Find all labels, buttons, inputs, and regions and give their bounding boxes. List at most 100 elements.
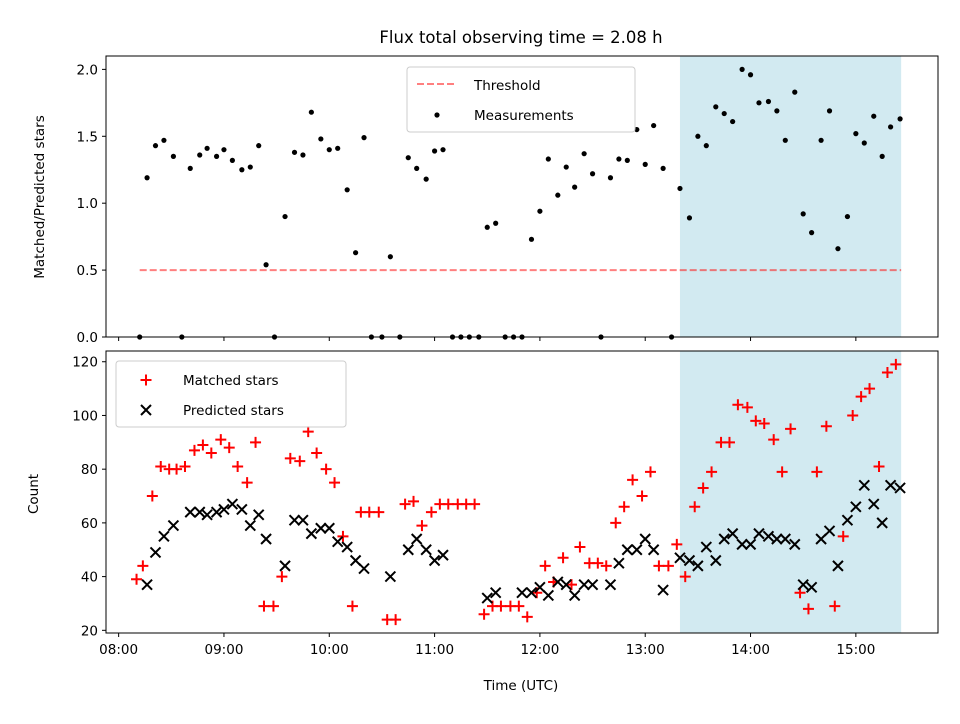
measurement-point — [765, 98, 772, 105]
top-shaded-interval — [679, 56, 902, 337]
matched-star-point — [294, 455, 306, 467]
predicted-star-point — [683, 554, 696, 567]
matched-star-point — [627, 474, 639, 486]
measurement-point — [624, 157, 630, 163]
matched-star-point — [146, 490, 158, 502]
predicted-star-point — [700, 541, 713, 553]
measurement-point — [152, 143, 159, 149]
predicted-star-point — [410, 533, 423, 545]
xtick-label: 11:00 — [415, 642, 454, 658]
matched-star-point — [232, 460, 244, 472]
matched-star-point — [302, 426, 314, 438]
predicted-star-point — [420, 544, 432, 556]
predicted-star-point — [279, 560, 291, 572]
matched-star-point — [267, 600, 279, 612]
matched-star-point — [215, 434, 227, 446]
matched-star-point — [171, 463, 183, 475]
measurement-point — [853, 131, 859, 137]
predicted-star-point — [726, 527, 739, 540]
measurement-point — [572, 184, 578, 190]
predicted-star-point — [841, 514, 854, 526]
measurement-point — [660, 165, 666, 171]
matched-star-point — [155, 460, 167, 472]
xtick-label: 09:00 — [205, 642, 244, 658]
predicted-star-point — [226, 498, 239, 510]
measurement-point — [809, 230, 815, 236]
matched-star-point — [873, 460, 885, 472]
matched-star-point — [223, 442, 235, 454]
measurement-point — [361, 135, 367, 141]
bottom-axes-frame — [105, 350, 939, 634]
top-ytick-label: 1.0 — [77, 196, 98, 212]
matched-star-point — [442, 498, 454, 510]
x-axis-label: Time (UTC) — [483, 678, 559, 694]
predicted-star-point — [779, 533, 791, 545]
predicted-star-point — [384, 570, 397, 583]
legend-measurements-label: Measurements — [474, 108, 574, 124]
predicted-star-point — [402, 544, 414, 556]
matched-star-point — [557, 552, 569, 564]
measurement-point — [713, 104, 719, 110]
measurement-point — [335, 145, 341, 151]
measurement-point — [318, 136, 324, 142]
top-ytick-label: 0.0 — [77, 330, 98, 346]
measurement-point — [197, 152, 203, 158]
predicted-star-point — [797, 578, 809, 591]
xtick-label: 14:00 — [731, 642, 770, 658]
matched-star-point — [864, 383, 876, 395]
predicted-star-point — [323, 522, 335, 534]
matched-star-point — [131, 573, 143, 585]
matched-star-point — [363, 506, 375, 518]
predicted-star-point — [805, 581, 818, 594]
matched-star-point — [741, 401, 753, 413]
matched-star-point — [258, 600, 270, 612]
measurement-point — [888, 124, 894, 130]
bottom-ytick-label: 60 — [81, 516, 98, 532]
bottom-ylabel: Count — [26, 474, 42, 514]
xtick-label: 10:00 — [310, 642, 349, 658]
measurement-point — [782, 137, 788, 143]
matched-star-point — [197, 439, 209, 451]
matched-star-point — [618, 501, 630, 513]
measurement-point — [300, 152, 306, 158]
predicted-star-point — [560, 578, 572, 591]
measurement-point — [291, 149, 298, 155]
measurement-point — [187, 165, 193, 171]
matched-star-point — [776, 466, 788, 478]
figure-title: Flux total observing time = 2.08 h — [379, 28, 662, 47]
matched-star-point — [697, 482, 709, 494]
measurement-point — [170, 153, 177, 159]
measurement-point — [326, 147, 332, 153]
bottom-legend — [115, 360, 347, 428]
predicted-star-point — [158, 530, 170, 543]
measurement-point — [792, 89, 798, 95]
top-ytick-label: 0.5 — [77, 263, 98, 279]
predicted-star-point — [613, 557, 625, 569]
bottom-ytick-label: 20 — [81, 623, 98, 639]
matched-star-point — [188, 444, 200, 456]
measurement-point — [247, 164, 253, 170]
predicted-star-point — [850, 501, 862, 513]
predicted-star-point — [218, 503, 230, 516]
matched-star-point — [837, 530, 849, 542]
matched-star-point — [723, 436, 735, 448]
predicted-star-point — [260, 533, 272, 545]
matched-star-point — [890, 358, 902, 370]
predicted-star-point — [718, 533, 730, 545]
matched-star-point — [241, 477, 253, 489]
measurement-point — [835, 246, 841, 252]
matched-star-point — [671, 538, 683, 550]
matched-star-point — [768, 434, 780, 446]
measurement-point — [756, 100, 762, 106]
matched-star-point — [399, 498, 411, 510]
measurement-point — [484, 224, 490, 230]
predicted-star-point — [236, 503, 248, 516]
measurement-point — [651, 122, 657, 129]
measurement-point — [695, 133, 701, 139]
matched-star-point — [662, 560, 674, 572]
matched-star-point — [276, 571, 288, 583]
predicted-star-point — [489, 587, 502, 599]
matched-star-point — [574, 541, 586, 553]
predicted-star-point — [552, 576, 564, 588]
